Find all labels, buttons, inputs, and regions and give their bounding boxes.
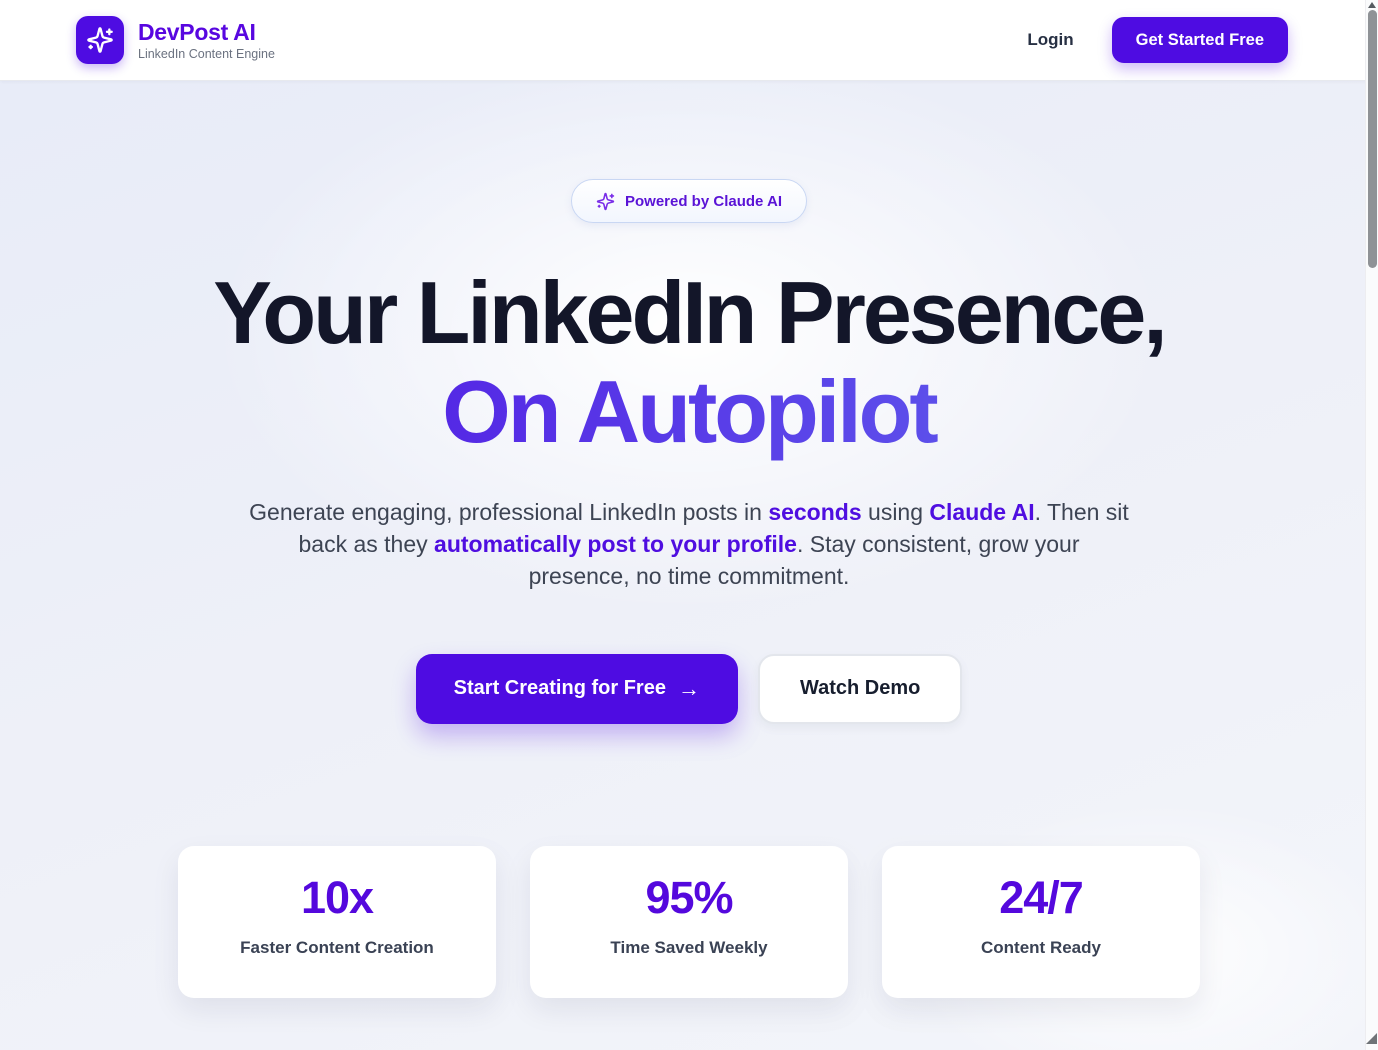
stat-card-availability: 24/7 Content Ready [882,845,1200,998]
desc-text: Generate engaging, professional LinkedIn… [249,498,769,525]
app-logo[interactable] [76,16,124,64]
start-creating-button[interactable]: Start Creating for Free → [415,653,738,724]
brand-tagline: LinkedIn Content Engine [138,47,275,62]
stat-card-speed: 10x Faster Content Creation [178,845,496,998]
desc-text: . Stay consistent, grow your presence, n… [528,530,1080,589]
stats-row: 10x Faster Content Creation 95% Time Sav… [0,845,1378,998]
cta-row: Start Creating for Free → Watch Demo [0,653,1378,724]
brand-name: DevPost AI [138,18,256,45]
powered-by-label: Powered by Claude AI [625,192,782,210]
stat-label: Time Saved Weekly [610,937,768,957]
desc-highlight-autopost: automatically post to your profile [434,530,797,557]
hero-description: Generate engaging, professional LinkedIn… [249,496,1129,592]
stat-value: 24/7 [999,871,1084,923]
top-navbar: DevPost AI LinkedIn Content Engine Login… [0,0,1378,81]
get-started-button[interactable]: Get Started Free [1111,17,1288,63]
stat-value: 10x [300,871,374,923]
hero-heading-line1: Your LinkedIn Presence, [213,263,1167,362]
vertical-scrollbar[interactable] [1365,0,1378,1050]
hero-heading-line2: On Autopilot [0,362,1378,461]
stat-card-time-saved: 95% Time Saved Weekly [530,845,848,998]
desc-highlight-claude: Claude AI [929,498,1035,525]
sparkles-icon [86,26,114,54]
scrollbar-thumb[interactable] [1368,10,1377,268]
desc-highlight-seconds: seconds [768,498,862,525]
scroll-up-icon[interactable] [1368,2,1376,8]
hero-heading: Your LinkedIn Presence, On Autopilot [0,263,1378,462]
sparkles-icon [596,192,615,211]
stat-value: 95% [645,871,733,923]
hero-section: Powered by Claude AI Your LinkedIn Prese… [0,81,1378,1050]
login-link[interactable]: Login [1027,30,1074,49]
powered-by-badge[interactable]: Powered by Claude AI [571,179,807,223]
resize-grip-icon [1366,1033,1377,1044]
watch-demo-button[interactable]: Watch Demo [757,653,963,724]
start-creating-label: Start Creating for Free [453,677,666,700]
brand-block: DevPost AI LinkedIn Content Engine [138,19,275,61]
stat-label: Faster Content Creation [240,937,434,957]
stat-label: Content Ready [981,937,1101,957]
arrow-right-icon: → [677,675,700,701]
desc-text: using [861,498,930,525]
desc-text: . Then sit back as they [298,498,1129,557]
